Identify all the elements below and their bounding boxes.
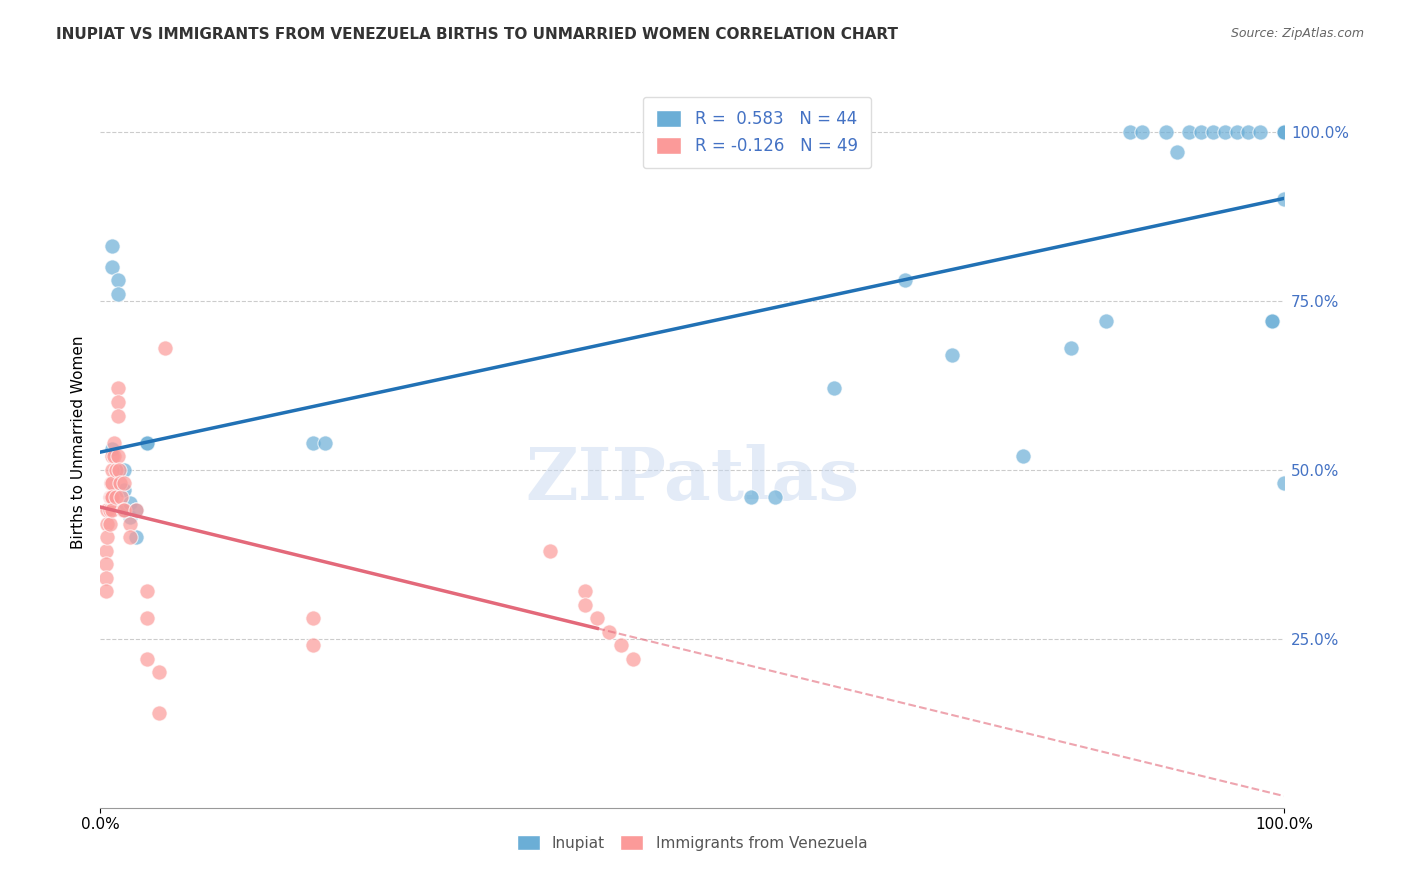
Point	[302, 639, 325, 653]
Point	[1272, 124, 1295, 138]
Text: INUPIAT VS IMMIGRANTS FROM VENEZUELA BIRTHS TO UNMARRIED WOMEN CORRELATION CHART: INUPIAT VS IMMIGRANTS FROM VENEZUELA BIR…	[56, 27, 898, 42]
Point	[124, 503, 146, 517]
Point	[107, 449, 129, 463]
Point	[94, 571, 117, 585]
Point	[118, 496, 141, 510]
Point	[1261, 314, 1284, 328]
Point	[538, 543, 561, 558]
Point	[574, 584, 596, 599]
Point	[104, 462, 127, 476]
Point	[118, 510, 141, 524]
Point	[148, 706, 170, 720]
Point	[136, 652, 159, 666]
Point	[112, 503, 135, 517]
Point	[1225, 124, 1247, 138]
Point	[763, 490, 786, 504]
Point	[610, 639, 633, 653]
Point	[112, 483, 135, 497]
Point	[136, 584, 159, 599]
Point	[740, 490, 762, 504]
Point	[98, 516, 121, 531]
Point	[1202, 124, 1225, 138]
Point	[941, 348, 963, 362]
Point	[1012, 449, 1035, 463]
Point	[1272, 124, 1295, 138]
Point	[118, 530, 141, 544]
Text: Source: ZipAtlas.com: Source: ZipAtlas.com	[1230, 27, 1364, 40]
Point	[101, 239, 124, 253]
Point	[1237, 124, 1260, 138]
Point	[136, 435, 159, 450]
Point	[314, 435, 336, 450]
Point	[107, 273, 129, 287]
Point	[302, 435, 325, 450]
Point	[148, 665, 170, 680]
Point	[894, 273, 917, 287]
Point	[107, 382, 129, 396]
Point	[621, 652, 644, 666]
Point	[98, 490, 121, 504]
Point	[1178, 124, 1201, 138]
Point	[1213, 124, 1236, 138]
Point	[1154, 124, 1177, 138]
Point	[1272, 476, 1295, 491]
Point	[96, 530, 118, 544]
Point	[136, 611, 159, 625]
Point	[136, 435, 159, 450]
Point	[101, 442, 124, 457]
Point	[1272, 192, 1295, 206]
Point	[112, 476, 135, 491]
Point	[1119, 124, 1142, 138]
Point	[155, 341, 177, 355]
Point	[100, 490, 122, 504]
Point	[96, 503, 118, 517]
Point	[586, 611, 609, 625]
Point	[101, 449, 124, 463]
Point	[101, 462, 124, 476]
Point	[101, 490, 124, 504]
Point	[101, 503, 124, 517]
Point	[111, 503, 134, 517]
Point	[823, 382, 845, 396]
Point	[98, 503, 121, 517]
Legend: R =  0.583   N = 44, R = -0.126   N = 49: R = 0.583 N = 44, R = -0.126 N = 49	[643, 96, 872, 168]
Point	[1272, 124, 1295, 138]
Point	[103, 435, 125, 450]
Y-axis label: Births to Unmarried Women: Births to Unmarried Women	[72, 335, 86, 549]
Point	[1060, 341, 1083, 355]
Point	[94, 543, 117, 558]
Point	[1095, 314, 1118, 328]
Point	[107, 409, 129, 423]
Point	[302, 611, 325, 625]
Point	[574, 598, 596, 612]
Point	[1130, 124, 1153, 138]
Point	[124, 503, 146, 517]
Point	[110, 476, 132, 491]
Point	[103, 449, 125, 463]
Point	[94, 558, 117, 572]
Point	[1166, 145, 1188, 159]
Point	[108, 462, 131, 476]
Point	[112, 462, 135, 476]
Point	[112, 503, 135, 517]
Point	[107, 395, 129, 409]
Point	[1272, 124, 1295, 138]
Point	[104, 490, 127, 504]
Point	[598, 624, 620, 639]
Point	[101, 476, 124, 491]
Text: ZIPatlas: ZIPatlas	[524, 443, 859, 515]
Point	[124, 530, 146, 544]
Point	[107, 286, 129, 301]
Point	[118, 516, 141, 531]
Point	[96, 516, 118, 531]
Point	[101, 260, 124, 274]
Point	[94, 584, 117, 599]
Point	[1189, 124, 1212, 138]
Point	[1249, 124, 1271, 138]
Point	[1261, 314, 1284, 328]
Point	[110, 490, 132, 504]
Point	[1272, 124, 1295, 138]
Point	[100, 476, 122, 491]
